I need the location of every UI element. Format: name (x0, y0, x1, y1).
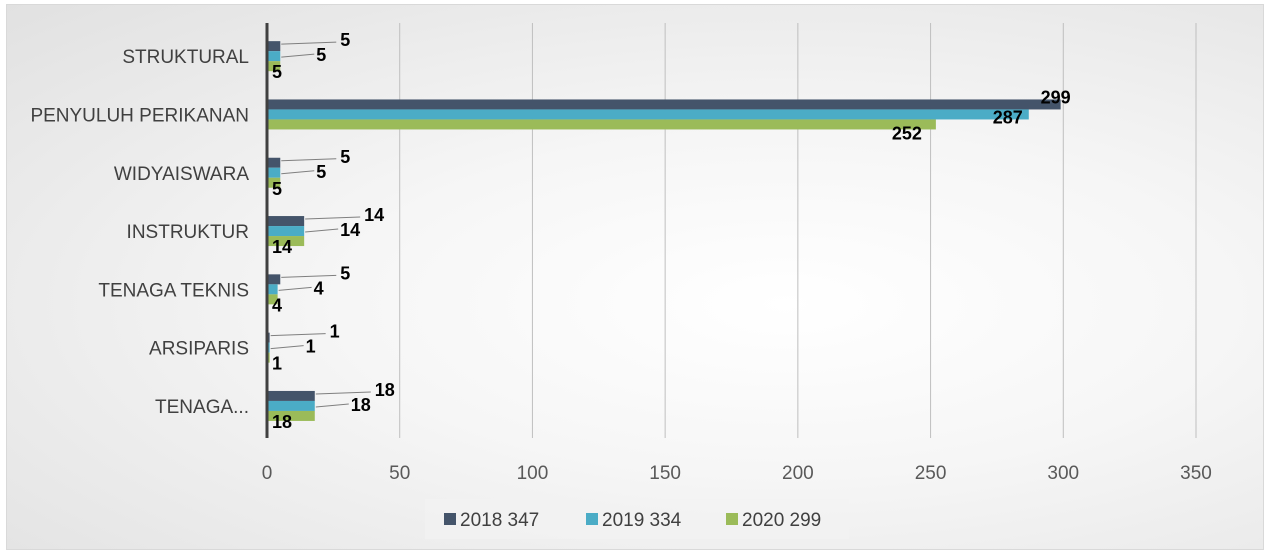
data-label-2018-347-tenaga-teknis: 5 (340, 263, 350, 283)
bar-2020-299-instruktur (267, 236, 305, 247)
bar-chart: STRUKTURAL PENYULUH PERIKANAN WIDYAISWARA I… (30, 23, 1212, 539)
bar-2019-334-tenaga (267, 400, 315, 411)
bar-2020-299-tenaga (267, 410, 315, 421)
bar-2018-347-instruktur (267, 216, 305, 227)
x-tick-label: 250 (915, 463, 947, 484)
data-label-2019-334-arsiparis: 1 (306, 337, 316, 357)
category-label-penyuluh-perikanan: PENYULUH PERIKANAN (30, 105, 249, 126)
leader-line (281, 41, 337, 45)
data-label-2018-347-widyaiswara: 5 (340, 147, 350, 167)
bar-2020-299-struktural (267, 61, 281, 72)
legend-swatch-2018-347 (444, 513, 456, 525)
x-tick-label: 200 (782, 463, 814, 484)
leader-line (281, 53, 315, 58)
data-label-2019-334-tenaga: 18 (351, 395, 371, 415)
legend-swatch-2019-334 (586, 513, 598, 525)
x-tick-label: 100 (517, 463, 549, 484)
data-label-2018-347-tenaga: 18 (375, 380, 395, 400)
leader-line (270, 333, 326, 337)
bar-2020-299-widyaiswara (267, 177, 281, 188)
bar-2020-299-tenaga-teknis (267, 294, 278, 305)
data-label-2019-334-struktural: 5 (316, 45, 326, 65)
legend-label-2020-299: 2020 299 (742, 510, 821, 531)
bar-2019-334-struktural (267, 51, 281, 62)
bar-2018-347-widyaiswara (267, 157, 281, 168)
leader-line (270, 345, 304, 350)
category-label-struktural: STRUKTURAL (122, 47, 249, 68)
bars (267, 41, 1061, 421)
value-axis: 0 50 100 150 200 250 300 350 (262, 23, 1212, 484)
leader-line (315, 391, 371, 395)
data-label-2020-299-widyaiswara: 5 (272, 179, 282, 199)
data-label-2018-347-arsiparis: 1 (330, 322, 340, 342)
leader-line (305, 216, 361, 220)
leader-line (281, 274, 337, 278)
data-label-2018-347-instruktur: 14 (364, 205, 384, 225)
leader-line (305, 228, 339, 233)
category-label-widyaiswara: WIDYAISWARA (114, 164, 249, 185)
data-label-2019-334-tenaga-teknis: 4 (314, 278, 324, 298)
data-label-2020-299-tenaga: 18 (272, 412, 292, 432)
data-label-2020-299-struktural: 5 (272, 62, 282, 82)
x-tick-label: 150 (649, 463, 681, 484)
data-label-2019-334-instruktur: 14 (340, 220, 360, 240)
legend-swatch-2020-299 (726, 513, 738, 525)
data-label-2020-299-arsiparis: 1 (272, 354, 282, 374)
bar-2018-347-struktural (267, 41, 281, 52)
leader-line (281, 158, 337, 162)
bar-2019-334-instruktur (267, 226, 305, 237)
category-label-instruktur: INSTRUKTUR (127, 222, 249, 243)
data-label-2020-299-tenaga-teknis: 4 (272, 295, 282, 315)
bar-2020-299-penyuluh-perikanan (267, 119, 936, 130)
category-axis: STRUKTURAL PENYULUH PERIKANAN WIDYAISWARA I… (30, 47, 249, 418)
chart-area: STRUKTURAL PENYULUH PERIKANAN WIDYAISWARA I… (6, 4, 1264, 550)
category-label-tenaga-teknis: TENAGA TEKNIS (98, 280, 249, 301)
data-label-2019-334-widyaiswara: 5 (316, 162, 326, 182)
leader-line (281, 170, 315, 175)
bar-2019-334-widyaiswara (267, 167, 281, 178)
data-label-2019-334-penyuluh-perikanan: 287 (993, 107, 1023, 127)
data-label-2018-347-struktural: 5 (340, 30, 350, 50)
legend-label-2019-334: 2019 334 (602, 510, 682, 531)
leader-line (315, 403, 349, 408)
x-tick-label: 0 (262, 463, 273, 484)
bar-2018-347-penyuluh-perikanan (267, 99, 1061, 110)
bar-2019-334-tenaga-teknis (267, 284, 278, 295)
leader-line (278, 286, 312, 291)
bar-2019-334-penyuluh-perikanan (267, 109, 1029, 120)
legend-label-2018-347: 2018 347 (460, 510, 539, 531)
gridlines (399, 23, 1197, 438)
legend-box (425, 499, 849, 539)
category-label-tenaga: TENAGA... (155, 397, 249, 418)
bar-2018-347-tenaga-teknis (267, 274, 281, 285)
x-tick-label: 350 (1180, 463, 1212, 484)
bar-2018-347-tenaga (267, 390, 315, 401)
x-tick-label: 50 (389, 463, 410, 484)
data-label-2018-347-penyuluh-perikanan: 299 (1041, 87, 1071, 107)
data-label-2020-299-instruktur: 14 (272, 237, 292, 257)
category-label-arsiparis: ARSIPARIS (149, 339, 249, 360)
x-tick-label: 300 (1047, 463, 1079, 484)
data-label-2020-299-penyuluh-perikanan: 252 (892, 123, 922, 143)
legend: 2018 347 2019 334 2020 299 (425, 499, 849, 539)
